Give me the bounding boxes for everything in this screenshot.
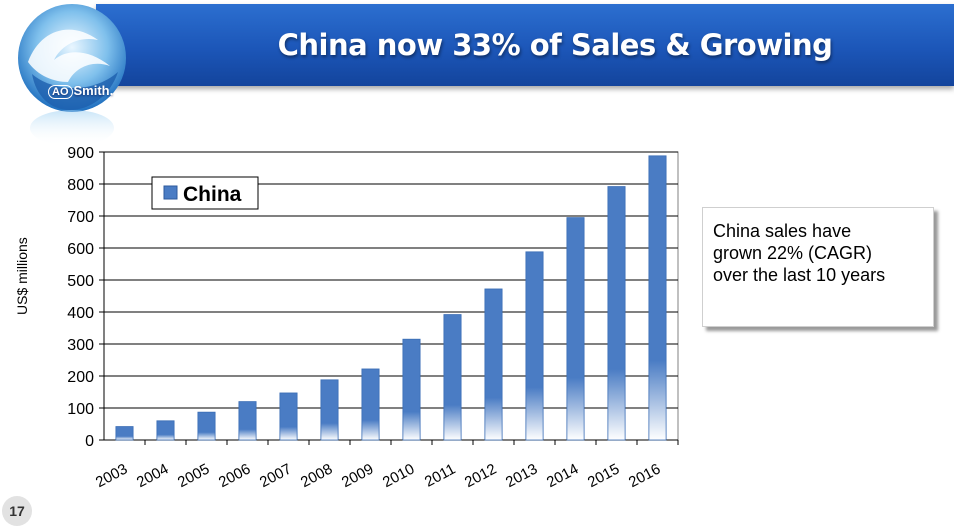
y-tick-label: 0 (85, 433, 94, 450)
y-tick-label: 800 (67, 177, 94, 194)
bar-2015 (607, 186, 626, 441)
logo-ao: AO (48, 85, 73, 99)
bar-2012 (484, 288, 503, 441)
x-tick-label: 2014 (544, 461, 581, 492)
x-tick-label: 2006 (216, 461, 253, 492)
y-tick-label: 500 (67, 273, 94, 290)
header-bar: China now 33% of Sales & Growing (96, 4, 954, 86)
x-tick-label: 2008 (298, 461, 335, 492)
x-tick-label: 2009 (339, 461, 376, 492)
y-tick-label: 300 (67, 337, 94, 354)
x-tick-label: 2011 (422, 461, 458, 491)
bar-2006 (238, 401, 257, 441)
x-tick-label: 2007 (257, 461, 294, 492)
y-axis-label: US$ millions (14, 237, 30, 315)
bar-2016 (648, 155, 667, 441)
logo-name: Smith. (73, 83, 114, 98)
page-number: 17 (9, 503, 25, 519)
bar-2014 (566, 217, 585, 441)
bar-2013 (525, 251, 544, 441)
slide-title: China now 33% of Sales & Growing (277, 28, 833, 62)
bar-2011 (443, 314, 462, 441)
legend-swatch (163, 185, 178, 200)
bar-2008 (320, 379, 339, 441)
x-tick-label: 2013 (503, 461, 540, 492)
ao-smith-logo-icon (18, 4, 126, 146)
bar-2004 (156, 420, 175, 441)
legend-label: China (183, 183, 242, 206)
logo-text: AO Smith. (48, 83, 113, 99)
bar-2005 (197, 411, 216, 441)
y-tick-label: 400 (67, 305, 94, 322)
bar-2010 (402, 338, 421, 441)
bar-2007 (279, 392, 298, 441)
y-tick-label: 100 (67, 401, 94, 418)
page-number-badge: 17 (2, 496, 32, 526)
x-tick-label: 2016 (626, 461, 663, 492)
y-tick-label: 700 (67, 209, 94, 226)
x-tick-label: 2010 (380, 461, 417, 492)
callout-box: China sales have grown 22% (CAGR) over t… (702, 207, 934, 327)
y-tick-label: 900 (67, 145, 94, 162)
bar-2009 (361, 368, 380, 441)
x-tick-label: 2003 (93, 461, 130, 492)
x-tick-label: 2004 (134, 461, 171, 492)
x-tick-label: 2005 (175, 461, 212, 492)
x-tick-label: 2012 (462, 461, 499, 492)
bar-2003 (115, 426, 134, 441)
y-tick-label: 200 (67, 369, 94, 386)
x-tick-label: 2015 (585, 461, 622, 492)
y-tick-label: 600 (67, 241, 94, 258)
callout-text: China sales have grown 22% (CAGR) over t… (713, 221, 886, 285)
